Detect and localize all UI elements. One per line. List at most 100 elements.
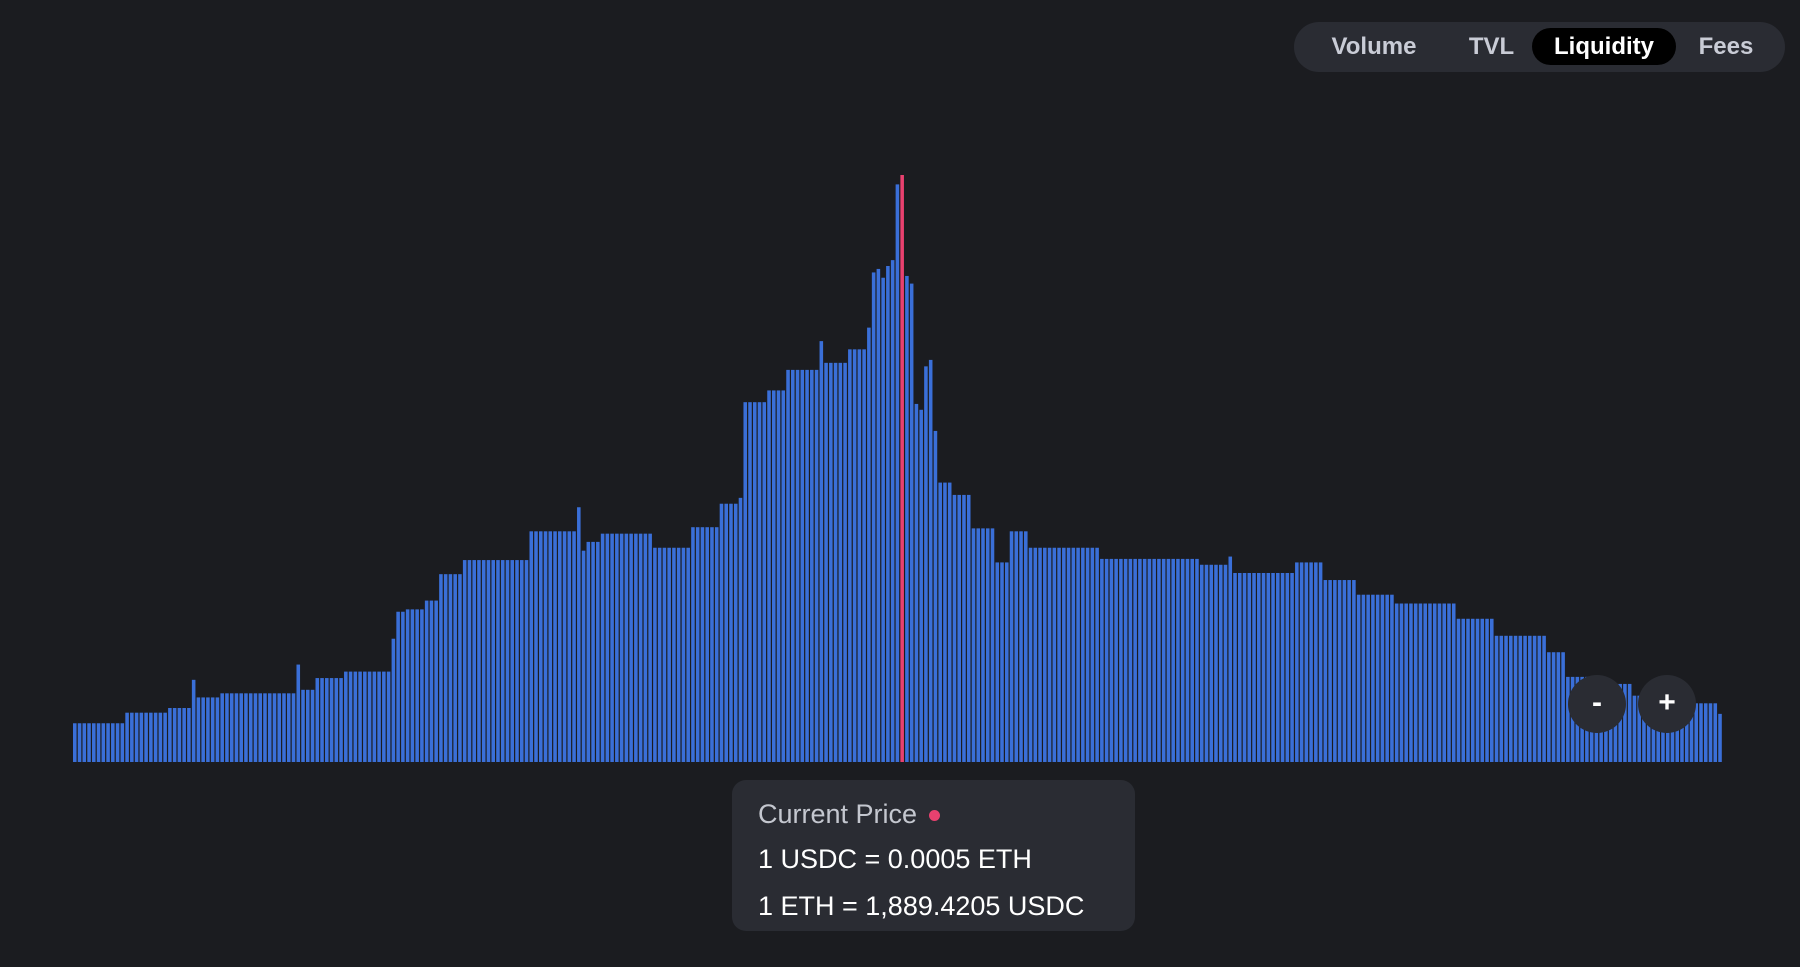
liquidity-bar [1071, 547, 1076, 762]
liquidity-bar [158, 712, 163, 762]
liquidity-bar [353, 671, 358, 762]
liquidity-bar [382, 671, 386, 762]
zoom-in-button[interactable]: + [1638, 675, 1696, 733]
zoom-out-button[interactable]: - [1568, 675, 1626, 733]
liquidity-bar [1209, 564, 1214, 762]
tab-volume[interactable]: Volume [1331, 33, 1417, 60]
liquidity-bar [567, 531, 572, 762]
liquidity-bar [210, 697, 215, 762]
liquidity-bar [519, 560, 524, 762]
liquidity-bar [73, 723, 77, 762]
liquidity-bar [253, 693, 258, 762]
liquidity-bar [558, 531, 562, 762]
liquidity-bar [1499, 635, 1504, 762]
liquidity-bar [824, 362, 828, 762]
liquidity-bar [153, 712, 158, 762]
liquidity-bar [1062, 547, 1066, 762]
liquidity-bar [125, 712, 129, 762]
liquidity-bar [1347, 580, 1351, 762]
liquidity-bar [562, 531, 567, 762]
liquidity-bar [1437, 603, 1442, 762]
liquidity-bar [1019, 531, 1023, 762]
liquidity-bar [1123, 558, 1128, 762]
liquidity-bar [1684, 695, 1689, 762]
liquidity-bar [1104, 558, 1109, 762]
liquidity-bar [1171, 558, 1175, 762]
liquidity-bar [1523, 635, 1527, 762]
liquidity-bar [1390, 594, 1394, 762]
liquidity-bar [814, 369, 819, 762]
liquidity-bar [1342, 580, 1347, 762]
liquidity-bar [1304, 562, 1309, 762]
liquidity-bar [938, 482, 942, 762]
liquidity-bar [82, 723, 87, 762]
chart-type-tabs: Volume TVL Liquidity Fees [1294, 22, 1785, 72]
liquidity-bar [1271, 572, 1275, 762]
liquidity-bar [234, 693, 239, 762]
liquidity-bar [1423, 603, 1427, 762]
liquidity-bar [1109, 558, 1114, 762]
liquidity-bar [410, 609, 415, 762]
tab-tvl[interactable]: TVL [1468, 33, 1515, 60]
liquidity-bar [500, 560, 505, 762]
liquidity-bar [952, 494, 957, 762]
liquidity-bar [1290, 572, 1294, 762]
liquidity-bar [505, 560, 510, 762]
liquidity-bar [434, 600, 438, 763]
liquidity-bar [1694, 703, 1699, 762]
liquidity-bar [405, 609, 410, 762]
liquidity-bar [191, 679, 196, 762]
liquidity-bar [767, 390, 771, 762]
liquidity-bar [448, 574, 453, 762]
liquidity-bar [1261, 572, 1266, 762]
liquidity-bar [1703, 703, 1708, 762]
tab-liquidity[interactable]: Liquidity [1532, 28, 1676, 65]
liquidity-bar [329, 678, 334, 762]
liquidity-bar [947, 482, 952, 762]
tooltip-title-row: Current Price [758, 792, 1135, 836]
liquidity-bar [1528, 635, 1532, 762]
liquidity-bar [1218, 564, 1223, 762]
liquidity-bar [1385, 594, 1389, 762]
liquidity-bar [1456, 618, 1461, 762]
liquidity-bar [472, 560, 476, 762]
liquidity-bar [1618, 683, 1622, 762]
liquidity-bar [462, 560, 467, 762]
liquidity-bar [1199, 564, 1204, 762]
liquidity-bar [491, 560, 495, 762]
liquidity-bar [781, 390, 786, 762]
liquidity-bar [529, 531, 534, 762]
liquidity-bar [1394, 603, 1399, 762]
liquidity-bar [890, 260, 895, 762]
liquidity-bar [881, 277, 885, 762]
liquidity-bar [553, 531, 557, 762]
liquidity-bar [733, 503, 738, 762]
liquidity-bar [605, 533, 610, 762]
liquidity-bar [1699, 703, 1703, 762]
liquidity-bar [391, 638, 396, 762]
liquidity-bar [1328, 580, 1332, 762]
liquidity-bar [966, 494, 971, 762]
liquidity-bar [1632, 695, 1637, 762]
liquidity-bar [1356, 594, 1361, 762]
liquidity-bar [172, 708, 177, 762]
liquidity-bar [857, 349, 862, 762]
liquidity-bar [263, 693, 267, 762]
liquidity-bar [420, 609, 424, 762]
liquidity-bar [619, 533, 624, 762]
liquidity-bar [1323, 580, 1328, 762]
liquidity-bar [581, 550, 586, 762]
liquidity-bar [577, 507, 581, 762]
liquidity-bar [843, 362, 847, 762]
liquidity-bar [686, 547, 690, 762]
tab-fees[interactable]: Fees [1698, 33, 1754, 60]
liquidity-bar [277, 693, 282, 762]
liquidity-bar [752, 402, 757, 762]
liquidity-bar [401, 611, 405, 762]
liquidity-bar [924, 366, 928, 762]
liquidity-bar [795, 369, 800, 762]
liquidity-bar [1447, 603, 1451, 762]
liquidity-bar [1361, 594, 1366, 762]
liquidity-bar [481, 560, 486, 762]
liquidity-bar [615, 533, 619, 762]
